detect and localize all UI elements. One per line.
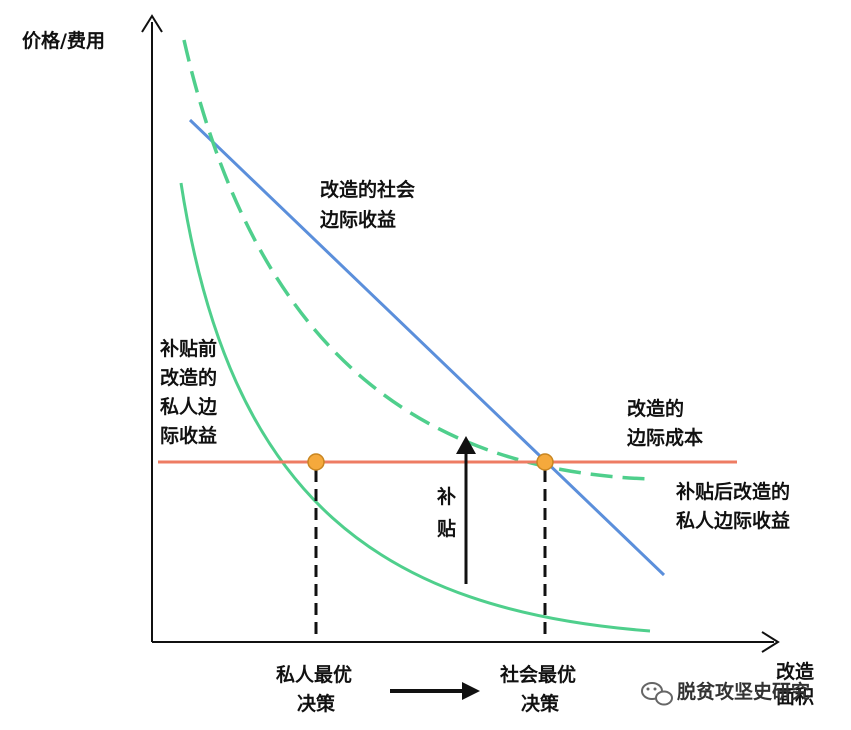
y-axis-arrowhead bbox=[141, 14, 163, 33]
social-decision-label-line-1: 社会最优 bbox=[499, 663, 576, 686]
private-mb-after-label-line-2: 私人边际收益 bbox=[676, 509, 790, 532]
private-optimum-point bbox=[307, 453, 325, 471]
private-mb-before-label-line-2: 改造的 bbox=[160, 366, 217, 389]
x-axis-label-line-2: 面积 bbox=[776, 686, 814, 708]
mc-label-line-2: 边际成本 bbox=[626, 426, 703, 449]
social-mb-label-line-1: 改造的社会 bbox=[320, 178, 415, 201]
subsidy-label-line-1: 补 bbox=[437, 485, 456, 508]
private-marginal-benefit-before-curve bbox=[179, 182, 651, 633]
social-decision-label-line-2: 决策 bbox=[521, 692, 560, 715]
private-decision-label-line-2: 决策 bbox=[297, 692, 336, 715]
wechat-icon bbox=[641, 682, 673, 706]
private-mb-after-label-line-1: 补贴后改造的 bbox=[676, 480, 790, 503]
social-optimum-point bbox=[536, 453, 554, 471]
subsidy-arrowhead bbox=[456, 436, 476, 454]
private-mb-before-label-line-1: 补贴前 bbox=[160, 337, 217, 360]
social-marginal-benefit-line bbox=[188, 118, 666, 577]
decision-arrowhead bbox=[462, 682, 480, 700]
subsidy-label-line-2: 贴 bbox=[437, 518, 456, 540]
private-mb-before-label-line-3: 私人边 bbox=[160, 396, 218, 418]
y-axis-label: 价格/费用 bbox=[22, 29, 105, 52]
private-marginal-benefit-after-curve bbox=[182, 39, 651, 481]
mc-label-line-1: 改造的 bbox=[627, 397, 684, 420]
social-mb-label-line-2: 边际收益 bbox=[319, 208, 396, 231]
private-decision-label-line-1: 私人最优 bbox=[276, 663, 352, 686]
x-axis-arrowhead bbox=[761, 631, 780, 653]
private-mb-before-label-line-4: 际收益 bbox=[160, 424, 217, 447]
watermark-text: 脱贫攻坚史研究 bbox=[677, 680, 810, 703]
x-axis-label-line-1: 改造 bbox=[776, 660, 815, 683]
